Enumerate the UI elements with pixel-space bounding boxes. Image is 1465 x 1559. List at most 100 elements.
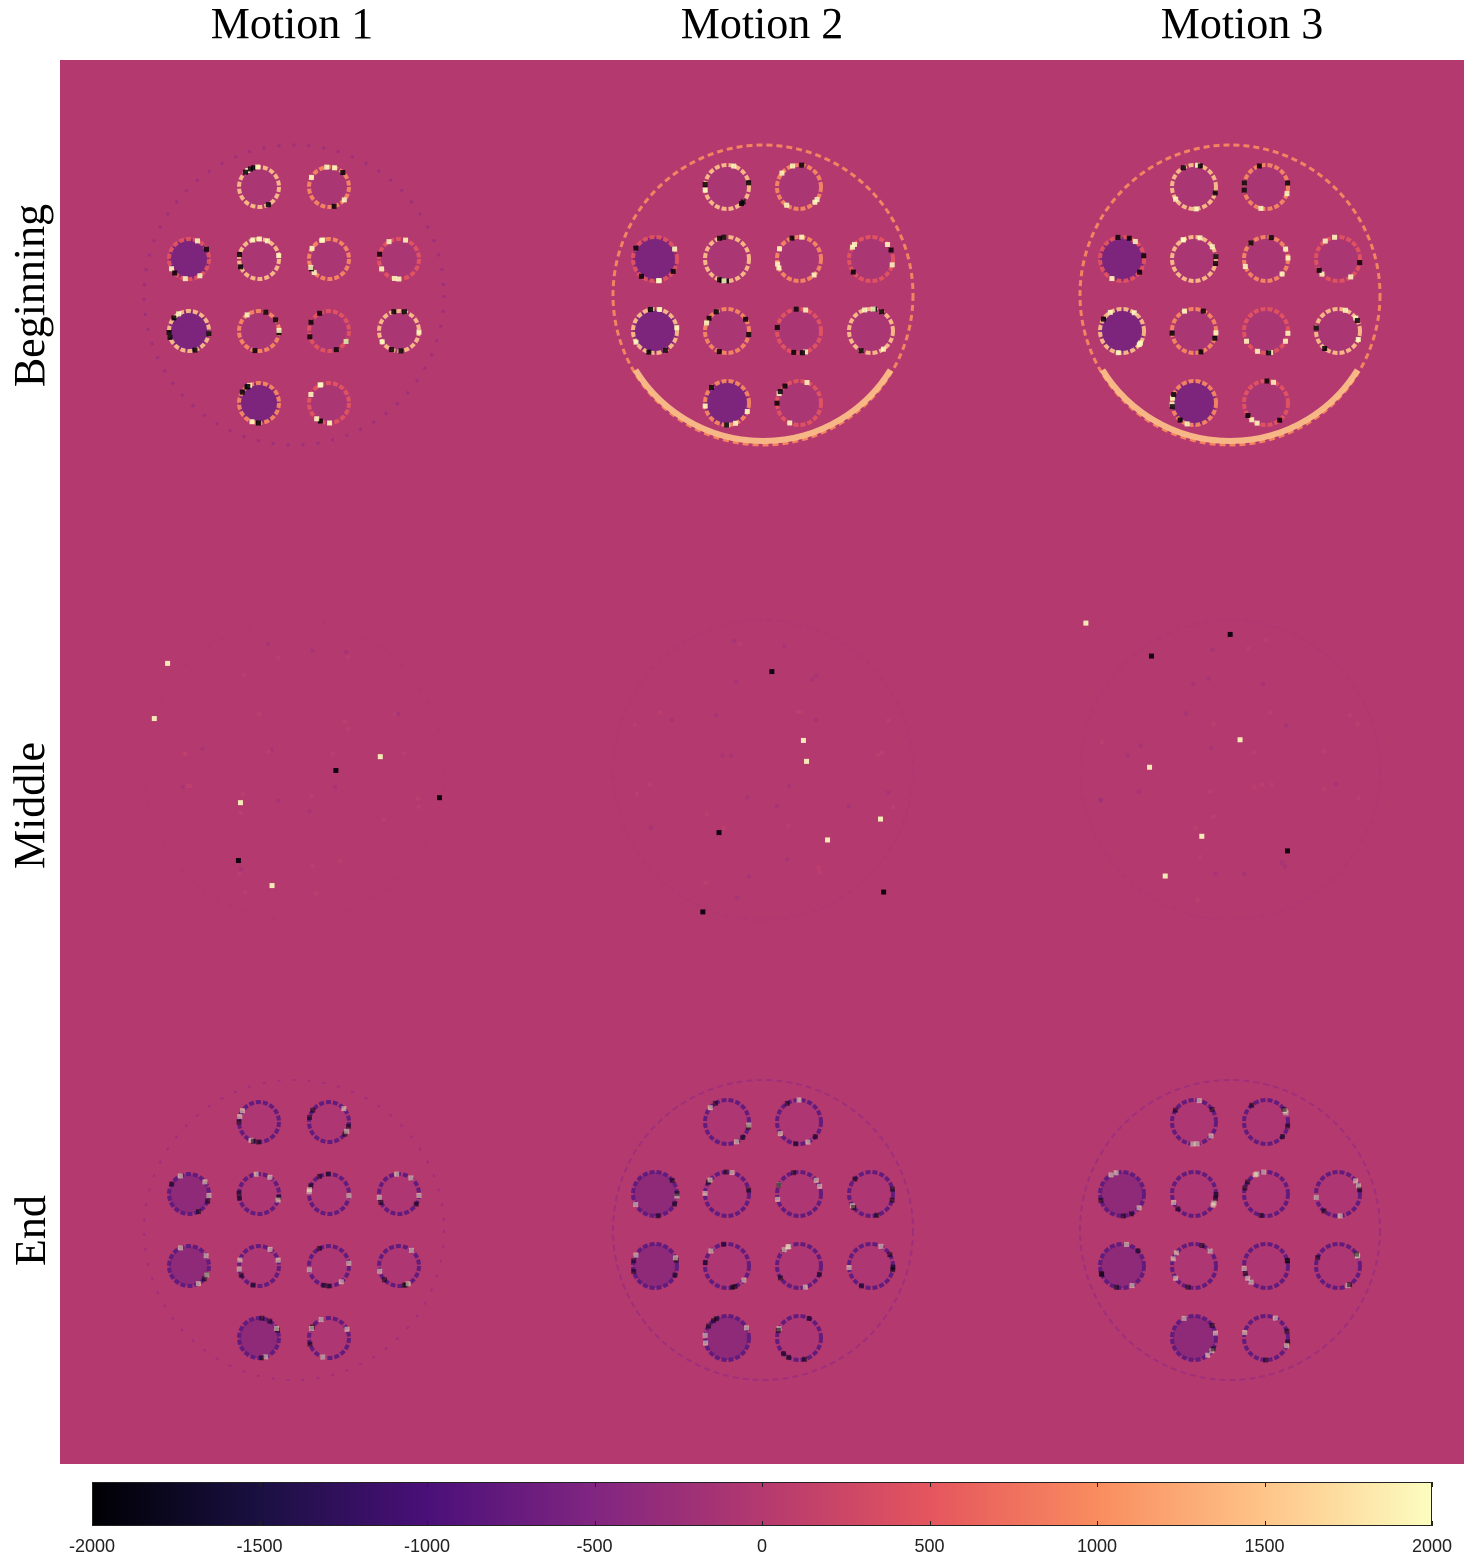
artifact-pixel [1283,246,1289,252]
artifact-pixel [320,237,326,243]
artifact-pixel [816,1271,822,1277]
artifact-pixel [774,324,780,330]
artifact-pixel [881,889,887,895]
artifact-pixel [346,655,351,660]
artifact-pixel [255,164,261,170]
artifact-pixel [1322,749,1327,754]
artifact-pixel [786,823,791,828]
artifact-pixel [1355,721,1360,726]
artifact-pixel [320,1354,326,1360]
artifact-pixel [803,307,809,313]
artifact-pixel [1169,404,1175,410]
artifact-pixel [171,315,177,321]
artifact-pixel [707,1177,713,1183]
artifact-pixel [1211,721,1216,726]
column-title-motion-3: Motion 3 [1160,0,1324,48]
artifact-pixel [851,1205,857,1211]
artifact-pixel [746,874,751,879]
artifact-pixel [324,164,330,170]
artifact-pixel [1354,318,1360,324]
artifact-pixel [236,1119,242,1125]
artifact-pixel [1342,307,1348,313]
artifact-pixel [1353,315,1359,321]
artifact-pixel [203,1253,209,1259]
artifact-pixel [343,338,349,344]
artifact-pixel [1244,338,1250,344]
artifact-pixel [777,246,783,252]
phantom-rim [1079,1079,1381,1381]
vial-fill [309,167,349,207]
artifact-pixel [1197,163,1203,169]
artifact-pixel [436,795,442,801]
artifact-pixel [746,1187,752,1193]
artifact-pixel [1184,711,1189,716]
artifact-pixel [737,641,742,646]
artifact-pixel [377,251,383,257]
artifact-pixel [165,660,171,666]
colorbar-tick-label: 1000 [1076,1536,1118,1556]
artifact-pixel [1284,1343,1290,1349]
artifact-pixel [1209,1106,1215,1112]
artifact-pixel [1241,187,1247,193]
vial-ring [775,1314,823,1362]
artifact-pixel [243,169,249,175]
vial-fill [239,239,279,279]
vial-ring [631,235,679,283]
artifact-pixel [1255,348,1261,354]
artifact-pixel [735,895,740,900]
artifact-pixel [732,639,737,644]
artifact-pixel [874,1212,880,1218]
artifact-pixel [810,677,815,682]
artifact-pixel [1136,1205,1142,1211]
artifact-pixel [852,1176,858,1182]
artifact-pixel [185,784,190,789]
artifact-pixel [647,782,652,787]
artifact-pixel [1227,631,1233,637]
artifact-pixel [702,187,708,193]
artifact-pixel [1137,269,1143,275]
artifact-pixel [775,804,780,809]
artifact-pixel [172,270,178,276]
artifact-pixel [236,1266,242,1272]
artifact-pixel [799,162,805,168]
artifact-pixel [311,269,317,275]
artifact-pixel [1357,260,1363,266]
artifact-pixel [167,334,173,340]
artifact-pixel [178,1245,184,1251]
artifact-pixel [250,237,256,243]
artifact-pixel [793,1141,799,1147]
artifact-pixel [327,420,333,426]
artifact-pixel [700,909,706,915]
artifact-pixel [307,809,312,814]
artifact-pixel [391,275,397,281]
artifact-pixel [721,234,727,240]
artifact-pixel [633,1252,639,1258]
artifact-pixel [1126,235,1132,241]
vial-fill [379,1174,419,1214]
artifact-pixel [795,710,800,715]
artifact-pixel [308,392,314,398]
artifact-pixel [1128,1211,1134,1217]
artifact-pixel [1347,713,1352,718]
artifact-pixel [342,1131,348,1137]
artifact-pixel [1348,274,1354,280]
vial-fill [777,165,821,209]
artifact-pixel [849,244,855,250]
vial-fill [777,381,821,425]
artifact-pixel [658,710,663,715]
artifact-pixel [631,1258,637,1264]
vial-fill [1172,1172,1216,1216]
artifact-pixel [259,1315,265,1321]
artifact-pixel [317,310,323,316]
artifact-pixel [745,795,750,800]
artifact-pixel [275,1197,281,1203]
vial-ring [775,1242,823,1290]
vial-fill [239,1174,279,1214]
artifact-pixel [1132,238,1138,244]
montage-canvas [142,143,1382,1381]
artifact-pixel [702,1260,708,1266]
colorbar-tick-mark [427,1521,428,1526]
artifact-pixel [1193,206,1199,212]
artifact-pixel [1194,1141,1200,1147]
artifact-pixel [777,1275,783,1281]
